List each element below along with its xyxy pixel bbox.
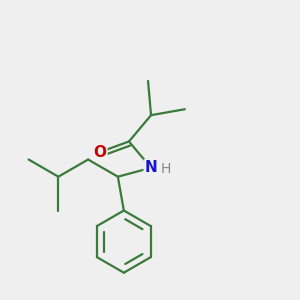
Text: N: N [145, 160, 158, 175]
Text: O: O [93, 145, 106, 160]
Text: H: H [160, 162, 171, 176]
